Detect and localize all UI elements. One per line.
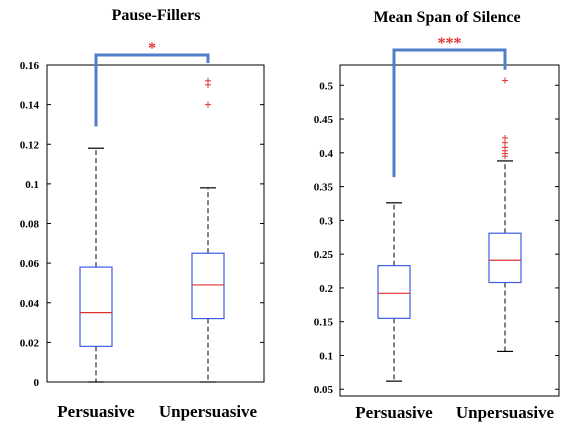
significance-bracket [94, 53, 210, 127]
mean-span-title: Mean Span of Silence [373, 9, 520, 26]
y-tick-label: 0.02 [20, 337, 40, 349]
y-tick-label: 0.35 [314, 182, 334, 194]
significance-bracket [392, 48, 507, 178]
mean-span-y-ticks: 0.05 0.1 0.15 0.2 0.25 0.3 0.35 0.4 0.45 0.5 [314, 80, 559, 396]
y-tick-label: 0.16 [20, 60, 40, 72]
y-tick-label: 0 [34, 377, 40, 389]
pause-fillers-y-ticks: 0 0.02 0.04 0.06 0.08 0.1 0.12 0.14 0.16 [20, 60, 264, 389]
y-tick-label: 0.1 [319, 350, 333, 362]
y-tick-label: 0.12 [20, 139, 40, 151]
y-tick-label: 0.1 [25, 179, 39, 191]
mean-span-plot-area [339, 64, 560, 397]
pause-fillers-xlabel-unpersuasive: Unpersuasive [159, 402, 258, 421]
y-tick-label: 0.04 [20, 298, 40, 310]
mean-span-of-silence-panel: Mean Span of Silence 0.050.10.150.20.250… [314, 9, 560, 422]
y-tick-label: 0.3 [319, 215, 333, 227]
y-tick-label: 0.06 [20, 258, 40, 270]
mean-span-xlabel-persuasive: Persuasive [355, 403, 433, 422]
mean-span-marks: *** [377, 35, 522, 382]
pause-fillers-panel: Pause-Fillers 0 0.02 0.04 0.06 0.08 0.1 0.12 0.… [20, 7, 265, 421]
box-unpersuasive-outlier [205, 101, 211, 108]
mean-span-xlabel-unpersuasive: Unpersuasive [456, 403, 555, 422]
box-persuasive-iqr [79, 266, 113, 347]
significance-stars: *** [438, 35, 462, 52]
box-unpersuasive-outlier [205, 77, 211, 84]
y-tick-label: 0.05 [314, 384, 334, 396]
y-tick-label: 0.14 [20, 100, 40, 112]
pause-fillers-marks: * [79, 40, 225, 383]
y-tick-label: 0.2 [319, 283, 333, 295]
box-unpersuasive-outlier [502, 134, 508, 141]
box-persuasive-iqr [377, 265, 411, 319]
significance-stars: * [148, 40, 156, 57]
y-tick-label: 0.4 [319, 148, 333, 160]
pause-fillers-xlabel-persuasive: Persuasive [57, 402, 135, 421]
y-tick-label: 0.25 [314, 249, 334, 261]
box-unpersuasive-outlier [502, 77, 508, 84]
y-tick-label: 0.45 [314, 114, 334, 126]
pause-fillers-title: Pause-Fillers [112, 7, 201, 24]
y-tick-label: 0.15 [314, 317, 334, 329]
y-tick-label: 0.08 [20, 219, 40, 231]
box-unpersuasive-iqr [191, 252, 225, 320]
y-tick-label: 0.5 [319, 80, 333, 92]
box-unpersuasive-iqr [488, 232, 522, 284]
